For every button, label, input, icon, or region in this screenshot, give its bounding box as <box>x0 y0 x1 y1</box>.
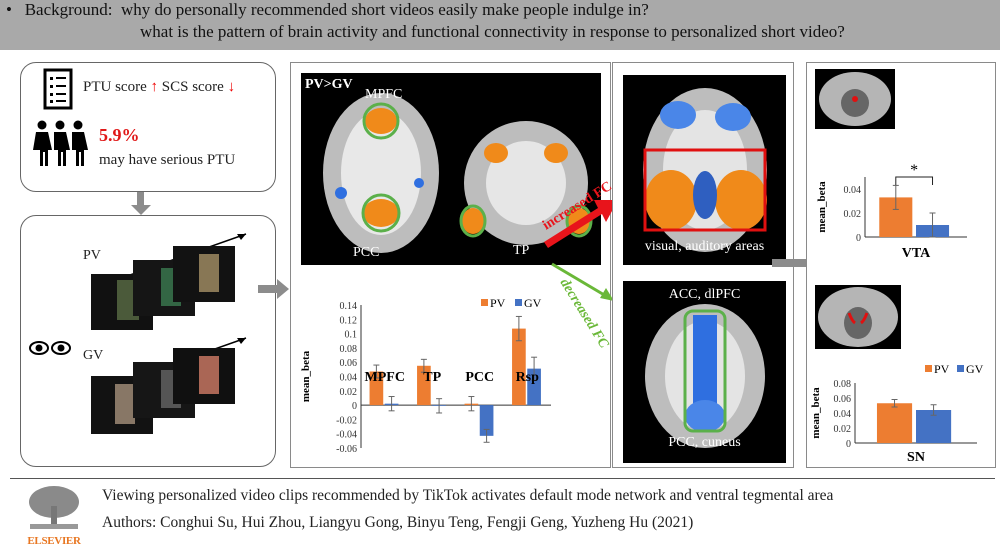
vta-brain-image <box>815 69 895 129</box>
significance-bracket <box>895 176 934 185</box>
eyes-icon <box>29 341 71 355</box>
category-label: PCC <box>465 370 494 385</box>
category-label: VTA <box>902 246 931 261</box>
right-arrow-shaft <box>772 259 812 267</box>
elsevier-wordmark: ELSEVIER <box>27 535 81 547</box>
footer-divider <box>10 478 995 479</box>
pcc-cuneus-caption: PCC, cuneus <box>668 435 741 450</box>
y-tick-label: 0.08 <box>834 379 852 390</box>
decreased-fc-brain-image: ACC, dlPFC PCC, cuneus <box>623 281 786 463</box>
vta-beta-chart: 0.04 0.02 0 mean_beta VTA PV GV * <box>816 161 967 261</box>
y-axis-label: mean_beta <box>300 350 312 402</box>
brain-slices <box>323 93 593 253</box>
roi-beta-chart: 0.14 0.12 0.1 0.08 0.06 0.04 0.02 0 -0.02 -0.04 -0… <box>300 296 551 455</box>
sn-brain-image <box>815 285 901 349</box>
ptu-percent: 5.9% <box>99 125 140 145</box>
mpfc-label: MPFC <box>365 87 403 102</box>
gv-label: GV <box>83 348 104 363</box>
y-tick-label: 0 <box>856 233 861 244</box>
right-arrow-icon <box>277 279 289 299</box>
y-tick-label: 0.1 <box>345 330 358 341</box>
down-arrow-icon: ↓ <box>227 79 236 95</box>
significance-star: * <box>910 162 918 179</box>
y-tick-label: 0.04 <box>844 185 862 196</box>
right-arrow-shaft <box>258 285 278 293</box>
bar-pv-tp <box>417 365 431 406</box>
pv-label: PV <box>83 248 101 263</box>
pv-gv-brain-image: PV>GV MPFC PCC TP <box>301 73 601 265</box>
fc-arrows: increased FC decreased FC <box>540 179 618 352</box>
category-label: TP <box>423 370 441 385</box>
legend-label-gv: GV <box>524 296 542 310</box>
legend-swatch-gv <box>957 365 964 372</box>
increased-fc-brain-image: visual, auditory areas <box>623 75 786 265</box>
y-tick-label: -0.06 <box>336 444 357 455</box>
bar-pv-mpfc <box>369 371 384 406</box>
header-line-2: what is the pattern of brain activity an… <box>140 22 845 41</box>
category-label: MPFC <box>365 370 405 385</box>
pcc-label: PCC <box>353 245 380 260</box>
decreased-fc-arrow <box>551 262 607 298</box>
highlight-box <box>643 148 767 232</box>
y-axis-label: mean_beta <box>810 387 822 439</box>
bar-gv-pcc <box>479 405 494 436</box>
up-arrow-icon: ↑ <box>150 79 159 95</box>
contrast-label: PV>GV <box>305 77 353 92</box>
bar-pv-rsp <box>512 328 526 406</box>
background-header: • Background: why do personally recommen… <box>0 0 1000 50</box>
y-tick-label: 0 <box>352 401 357 412</box>
category-label: SN <box>907 450 925 463</box>
y-tick-label: 0.08 <box>340 344 358 355</box>
acc-dlpfc-caption: ACC, dlPFC <box>668 287 741 302</box>
y-tick-label: -0.02 <box>336 415 357 426</box>
bar-pv-sn <box>876 403 913 443</box>
y-tick-label: 0.12 <box>340 315 358 326</box>
bar-gv-rsp <box>527 368 541 406</box>
y-tick-label: 0.14 <box>340 301 358 312</box>
increased-fc-arrow <box>544 200 618 248</box>
y-tick-label: 0.04 <box>340 373 358 384</box>
checklist-icon <box>43 68 73 110</box>
header-line-1: • Background: why do personally recommen… <box>6 0 649 19</box>
legend-label-gv: GV <box>948 161 966 162</box>
ptu-percent-desc: may have serious PTU <box>99 152 236 168</box>
decreased-fc-label: decreased FC <box>557 276 612 351</box>
visual-auditory-caption: visual, auditory areas <box>644 239 765 254</box>
video-box: PV GV <box>20 215 276 467</box>
legend-label-gv: GV <box>966 362 984 376</box>
y-tick-label: 0.04 <box>834 409 852 420</box>
ptu-score-label: PTU score <box>83 79 147 95</box>
y-tick-label: 0.02 <box>834 424 852 435</box>
paper-title: Viewing personalized video clips recomme… <box>102 487 834 504</box>
y-tick-label: 0.02 <box>340 387 358 398</box>
y-axis-label: mean_beta <box>816 181 828 233</box>
y-tick-label: 0.06 <box>834 394 852 405</box>
legend-label-pv: PV <box>490 296 506 310</box>
legend-label-pv: PV <box>934 362 950 376</box>
survey-box: PTU score ↑ SCS score ↓ 5.9% may have se… <box>20 62 276 192</box>
y-tick-label: 0.02 <box>844 209 862 220</box>
y-tick-label: 0.06 <box>340 358 358 369</box>
video-thumbnails <box>91 233 247 434</box>
category-label: Rsp <box>516 370 540 385</box>
down-arrow-shaft <box>137 192 144 206</box>
legend-swatch-gv <box>515 299 522 306</box>
y-tick-label: -0.04 <box>336 430 357 441</box>
scs-score-label: SCS score <box>161 79 224 95</box>
elsevier-logo: ELSEVIER <box>24 484 84 547</box>
down-arrow-icon <box>131 205 151 215</box>
y-tick-label: 0 <box>846 439 851 450</box>
legend-label-pv: PV <box>914 161 930 162</box>
activation-panel: PV>GV MPFC PCC TP 0.14 0.12 0.1 0.08 0.06 0.0… <box>290 62 611 468</box>
sn-beta-chart: 0.08 0.06 0.04 0.02 0 mean_beta SN PV GV <box>810 362 984 463</box>
legend-swatch-pv <box>481 299 488 306</box>
people-icon <box>33 120 88 166</box>
paper-authors: Authors: Conghui Su, Hui Zhou, Liangyu G… <box>102 514 694 531</box>
tp-label: TP <box>513 243 530 258</box>
score-line: PTU score ↑ SCS score ↓ <box>83 79 235 96</box>
legend-swatch-pv <box>925 365 932 372</box>
fc-panel: visual, auditory areas ACC, dlPFC PCC, c… <box>612 62 794 468</box>
